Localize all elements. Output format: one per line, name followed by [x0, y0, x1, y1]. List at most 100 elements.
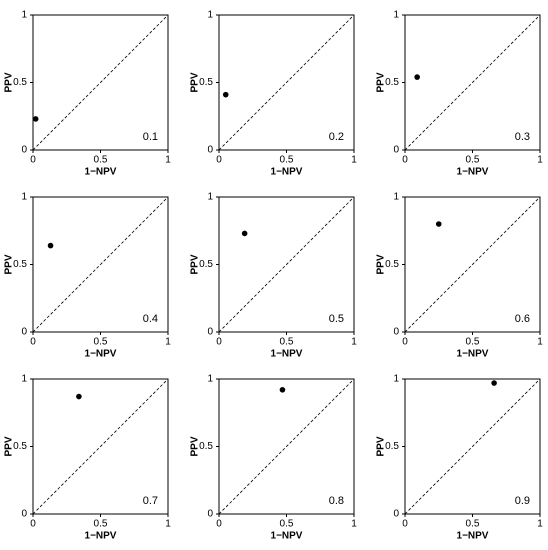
y-axis-label: PPV: [4, 72, 15, 92]
y-axis-label: PPV: [4, 254, 15, 274]
x-axis-label: 1−NPV: [85, 349, 117, 360]
x-tick-label: 0.5: [94, 519, 108, 530]
y-tick-label: 1: [393, 192, 399, 203]
x-axis-label: 1−NPV: [457, 531, 489, 542]
y-tick-label: 0.5: [13, 259, 27, 270]
marker-point: [47, 242, 54, 249]
x-axis-label: 1−NPV: [271, 531, 303, 542]
panel-annotation: 0.8: [329, 495, 344, 507]
x-tick-label: 1: [351, 337, 357, 348]
y-tick-label: 0: [21, 509, 27, 520]
x-tick-label: 0.5: [94, 155, 108, 166]
y-tick-label: 0: [393, 145, 399, 156]
x-tick-label: 0: [402, 337, 408, 348]
panel-annotation: 0.7: [143, 495, 158, 507]
panel-annotation: 0.3: [515, 131, 530, 143]
diagonal-reference: [218, 378, 355, 515]
marker-point: [491, 380, 497, 386]
y-axis-label: PPV: [190, 72, 201, 92]
panel: 0 0.5 1 0 0.5 1 1−NPV PPV 0.6: [376, 192, 544, 360]
y-axis-label: PPV: [376, 254, 387, 274]
x-tick-label: 0: [30, 155, 36, 166]
diagonal-reference: [404, 196, 541, 333]
x-tick-label: 0: [216, 155, 222, 166]
panel: 0 0.5 1 0 0.5 1 1−NPV PPV 0.7: [4, 374, 172, 542]
x-tick-label: 0: [216, 337, 222, 348]
x-axis-label: 1−NPV: [85, 167, 117, 178]
panel-annotation: 0.1: [143, 131, 158, 143]
y-tick-label: 0: [21, 145, 27, 156]
y-tick-label: 0: [207, 509, 213, 520]
x-tick-label: 0: [216, 519, 222, 530]
x-tick-label: 1: [537, 155, 543, 166]
diagonal-reference: [32, 378, 169, 515]
x-tick-label: 1: [165, 337, 171, 348]
y-tick-label: 1: [207, 374, 213, 385]
x-axis-label: 1−NPV: [85, 531, 117, 542]
x-tick-label: 0: [402, 519, 408, 530]
x-tick-label: 1: [165, 519, 171, 530]
x-tick-label: 0.5: [466, 519, 480, 530]
y-tick-label: 1: [207, 10, 213, 21]
panel: 0 0.5 1 0 0.5 1 1−NPV PPV 0.9: [376, 374, 544, 542]
panel-annotation: 0.2: [329, 131, 344, 143]
marker-point: [414, 74, 420, 80]
marker-point: [435, 221, 442, 227]
y-tick-label: 0: [393, 509, 399, 520]
y-tick-label: 0.5: [199, 77, 213, 88]
x-tick-label: 0.5: [466, 155, 480, 166]
y-tick-label: 1: [393, 10, 399, 21]
y-tick-label: 0.5: [199, 441, 213, 452]
y-tick-label: 0: [393, 327, 399, 338]
diagonal-reference: [404, 14, 541, 151]
y-tick-label: 0.5: [385, 259, 399, 270]
y-tick-label: 1: [21, 10, 27, 21]
x-axis-label: 1−NPV: [271, 349, 303, 360]
panel-annotation: 0.6: [515, 313, 530, 325]
x-tick-label: 0: [402, 155, 408, 166]
marker-point: [32, 116, 39, 122]
panel-annotation: 0.4: [143, 313, 158, 325]
x-tick-label: 0.5: [280, 519, 294, 530]
y-axis-label: PPV: [376, 72, 387, 92]
marker-point: [76, 393, 82, 400]
marker-point: [241, 230, 248, 237]
y-axis-label: PPV: [190, 254, 201, 274]
diagonal-reference: [32, 196, 169, 333]
x-tick-label: 0.5: [94, 337, 108, 348]
panel-annotation: 0.5: [329, 313, 344, 325]
panel: 0 0.5 1 0 0.5 1 1−NPV PPV 0.3: [376, 10, 544, 178]
y-axis-label: PPV: [376, 436, 387, 456]
x-tick-label: 1: [537, 337, 543, 348]
panel: 0 0.5 1 0 0.5 1 1−NPV PPV 0.1: [4, 10, 172, 178]
y-tick-label: 0.5: [385, 441, 399, 452]
diagonal-reference: [404, 378, 541, 515]
panel: 0 0.5 1 0 0.5 1 1−NPV PPV 0.2: [190, 10, 358, 178]
diagonal-reference: [218, 14, 355, 151]
marker-point: [279, 387, 286, 393]
y-tick-label: 0.5: [199, 259, 213, 270]
panel: 0 0.5 1 0 0.5 1 1−NPV PPV 0.8: [190, 374, 358, 542]
diagonal-reference: [218, 196, 355, 333]
x-tick-label: 0.5: [280, 155, 294, 166]
x-axis-label: 1−NPV: [457, 349, 489, 360]
x-axis-label: 1−NPV: [271, 167, 303, 178]
panel: 0 0.5 1 0 0.5 1 1−NPV PPV 0.4: [4, 192, 172, 360]
x-tick-label: 0.5: [466, 337, 480, 348]
y-tick-label: 0: [207, 145, 213, 156]
y-tick-label: 0: [21, 327, 27, 338]
marker-point: [222, 91, 229, 98]
x-tick-label: 0: [30, 519, 36, 530]
y-tick-label: 1: [207, 192, 213, 203]
y-axis-label: PPV: [190, 436, 201, 456]
panel-annotation: 0.9: [515, 495, 530, 507]
y-tick-label: 1: [21, 192, 27, 203]
x-tick-label: 0.5: [280, 337, 294, 348]
y-axis-label: PPV: [4, 436, 15, 456]
y-tick-label: 0.5: [13, 441, 27, 452]
x-tick-label: 1: [351, 519, 357, 530]
diagonal-reference: [32, 14, 169, 151]
x-tick-label: 0: [30, 337, 36, 348]
